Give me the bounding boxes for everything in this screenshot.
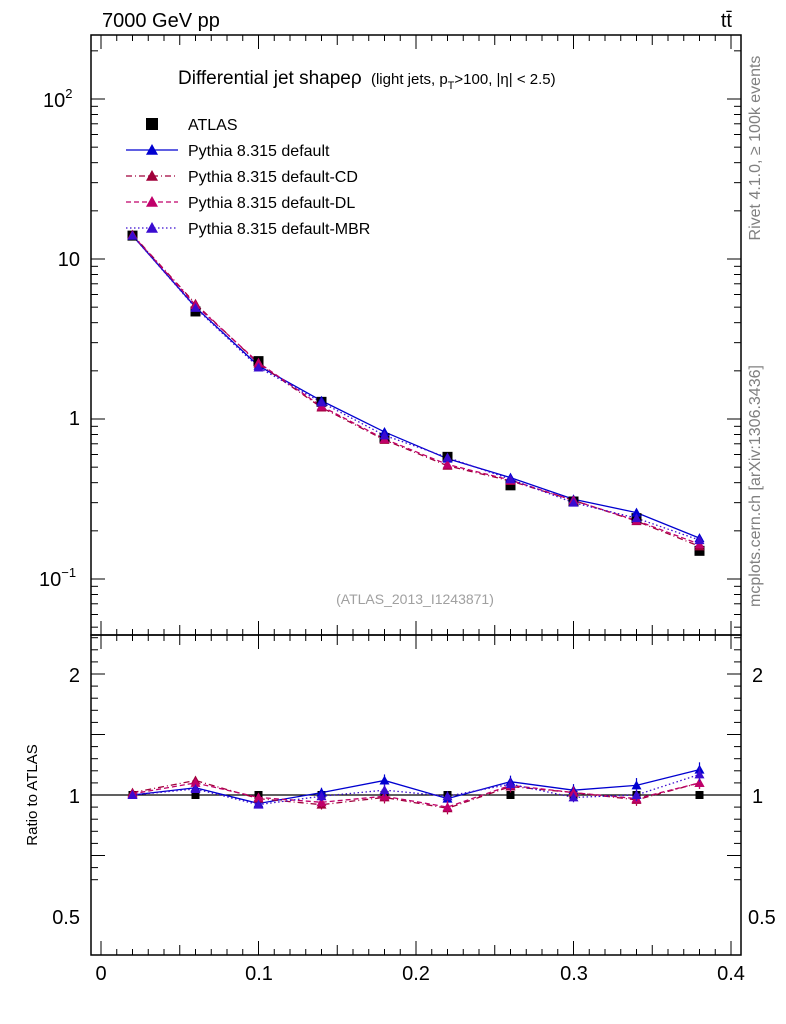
ratio-series-point xyxy=(505,779,516,789)
legend: ATLAS Pythia 8.315 default Pythia 8.315 de… xyxy=(126,117,370,238)
ratio-series-point xyxy=(316,797,327,807)
main-series-line xyxy=(132,235,700,539)
ratio-ytick-label-2-left: 2 xyxy=(69,665,80,687)
axis-ticks xyxy=(91,35,741,955)
ratio-ytick-label-1-left: 1 xyxy=(69,786,80,808)
ratio-series-point xyxy=(379,785,390,795)
main-ytick-label-10: 10 xyxy=(58,249,80,271)
main-ytick-0p1-exp: −1 xyxy=(61,565,76,580)
main-series-point xyxy=(694,535,705,545)
main-series-line xyxy=(132,234,700,547)
ratio-series-point xyxy=(442,802,453,812)
main-series-line xyxy=(132,234,700,545)
ratio-series-point xyxy=(379,775,390,785)
main-series-point xyxy=(442,452,453,462)
main-ytick-label-100: 102 xyxy=(43,86,72,112)
ratio-series-point xyxy=(190,777,201,787)
ratio-series-line xyxy=(132,782,700,808)
main-ytick-0p1-base: 10 xyxy=(39,569,61,591)
xtick-label-0p4: 0.4 xyxy=(717,963,745,985)
main-series-point xyxy=(568,497,579,507)
ratio-series-layer xyxy=(91,762,741,815)
main-series-point xyxy=(631,507,642,517)
legend-label: Pythia 8.315 default-CD xyxy=(188,169,358,186)
main-series-point xyxy=(442,459,453,469)
main-ytick-100-base: 10 xyxy=(43,90,65,112)
plot-title-sub-index: T xyxy=(448,80,455,92)
main-series-layer xyxy=(127,229,705,556)
ratio-series-point xyxy=(253,799,264,809)
ratio-series-point xyxy=(127,790,138,799)
ratio-series-point xyxy=(694,769,705,779)
legend-label: ATLAS xyxy=(188,117,238,134)
main-atlas-point xyxy=(505,480,516,491)
ratio-series-point xyxy=(631,790,642,799)
main-series-line xyxy=(132,235,700,541)
main-series-point xyxy=(253,357,264,367)
legend-marker xyxy=(146,144,158,155)
legend-marker xyxy=(146,222,158,233)
ratio-series-point xyxy=(190,783,201,793)
ratio-series-point xyxy=(316,791,327,801)
legend-marker-atlas xyxy=(146,118,158,130)
main-ytick-label-0p1: 10−1 xyxy=(39,565,76,591)
ratio-atlas-point xyxy=(695,791,704,799)
mcplots-label: mcplots.cern.ch [arXiv:1306.3436] xyxy=(747,365,764,607)
plot-title: Differential jet shapeρ (light jets, pT>… xyxy=(178,68,556,92)
ratio-ylabel: Ratio to ATLAS xyxy=(24,744,41,845)
ratio-ytick-label-0p5-right: 0.5 xyxy=(748,907,776,929)
ratio-series-point xyxy=(694,777,705,787)
header-energy-label: 7000 GeV pp xyxy=(102,10,220,32)
plot-title-main: Differential jet shapeρ xyxy=(178,68,362,89)
xtick-label-0p2: 0.2 xyxy=(402,963,430,985)
main-series-point xyxy=(379,430,390,440)
ratio-ytick-label-2-right: 2 xyxy=(752,665,763,687)
ratio-ytick-label-0p5-left: 0.5 xyxy=(52,907,80,929)
main-series-point xyxy=(190,302,201,312)
legend-label: Pythia 8.315 default-MBR xyxy=(188,221,370,238)
analysis-id-label: (ATLAS_2013_I1243871) xyxy=(336,591,494,607)
main-series-point xyxy=(505,474,516,484)
ratio-ytick-label-1-right: 1 xyxy=(752,786,763,808)
ratio-series-line xyxy=(132,779,700,809)
main-ytick-100-exp: 2 xyxy=(65,86,72,101)
main-atlas-point xyxy=(694,545,705,556)
ratio-series-line xyxy=(132,768,700,805)
legend-marker xyxy=(146,170,158,181)
xtick-label-0p1: 0.1 xyxy=(245,963,273,985)
rivet-version-label: Rivet 4.1.0, ≥ 100k events xyxy=(747,56,764,241)
ratio-atlas-point xyxy=(191,791,200,799)
main-series-point xyxy=(631,513,642,523)
main-series-point xyxy=(127,230,138,240)
plot-title-sub-tail: >100, |η| < 2.5) xyxy=(454,71,555,88)
ratio-series-point xyxy=(568,792,579,802)
main-series-point xyxy=(253,362,264,372)
legend-label: Pythia 8.315 default xyxy=(188,143,330,160)
xtick-label-0: 0 xyxy=(95,963,106,985)
ratio-series-point xyxy=(253,792,264,802)
ratio-series-point xyxy=(631,780,642,790)
plot-title-sub: (light jets, p xyxy=(371,71,448,88)
xtick-label-0p3: 0.3 xyxy=(560,963,588,985)
ratio-atlas-point xyxy=(506,791,515,799)
ratio-series-point xyxy=(442,791,453,801)
main-ytick-label-1: 1 xyxy=(69,408,80,430)
legend-marker xyxy=(146,196,158,207)
header-process-label: tt̄ xyxy=(721,10,733,32)
ratio-series-point xyxy=(568,787,579,797)
legend-label: Pythia 8.315 default-DL xyxy=(188,195,355,212)
main-series-point xyxy=(316,397,327,407)
